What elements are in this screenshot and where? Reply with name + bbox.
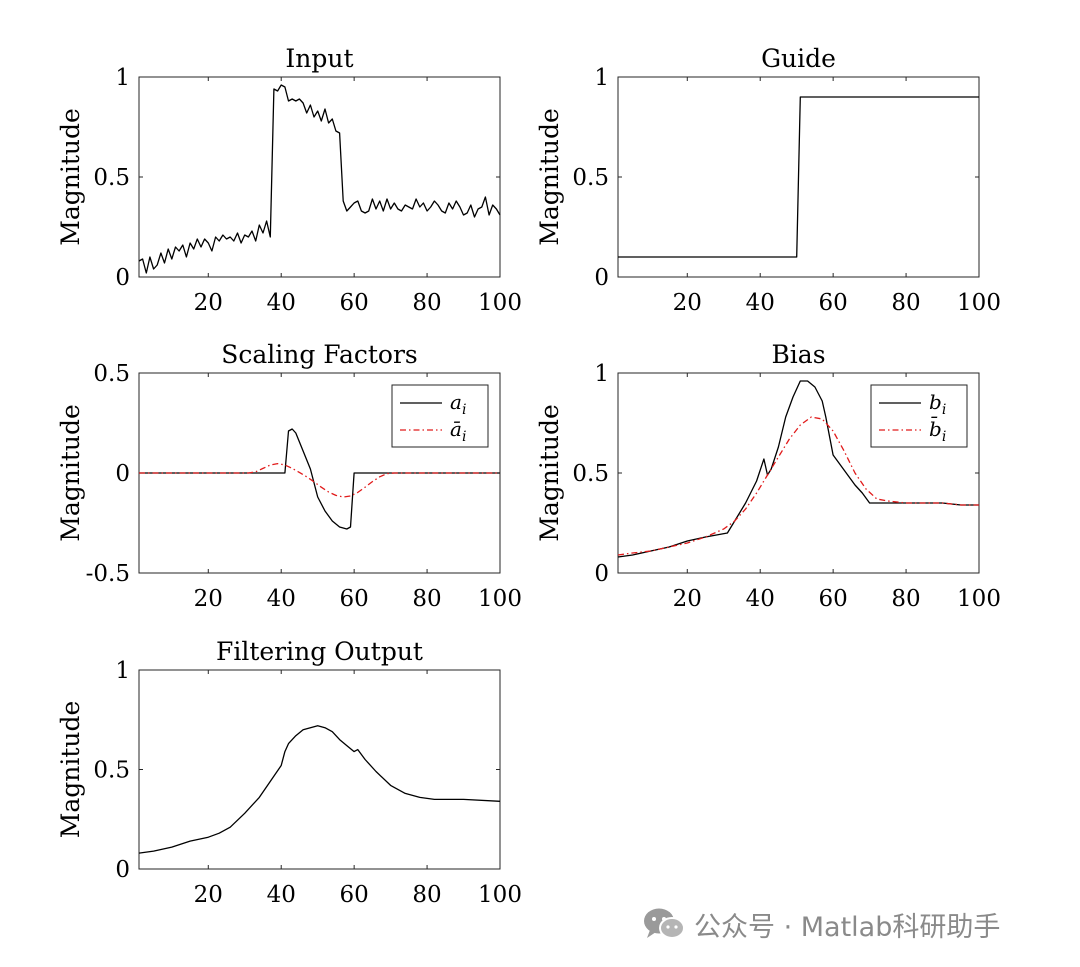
legend: bib̄i — [870, 384, 968, 448]
y-axis-label: Magnitude — [535, 108, 564, 246]
y-axis-label: Magnitude — [56, 108, 85, 246]
x-tick-label: 80 — [412, 290, 441, 316]
chart-title: Guide — [761, 44, 836, 73]
series-line-2 — [617, 416, 979, 556]
x-tick-label: 40 — [267, 586, 296, 612]
y-axis-label: Magnitude — [56, 404, 85, 542]
x-tick-label: 40 — [267, 882, 296, 908]
y-tick-label: 0 — [115, 265, 130, 291]
legend-box — [391, 384, 489, 448]
y-axis-label: Magnitude — [56, 701, 85, 839]
x-tick-label: 60 — [819, 290, 848, 316]
x-tick-label: 80 — [891, 586, 920, 612]
x-tick-label: 100 — [478, 290, 522, 316]
y-tick-label: 0.5 — [93, 165, 130, 191]
x-tick-label: 20 — [194, 586, 223, 612]
series-line-1 — [138, 725, 501, 854]
chart-panel-2: Guide Magnitude 20 40 60 80 100 0 0.5 1 — [535, 44, 1001, 316]
series-line-1 — [618, 96, 979, 258]
x-tick-label: 20 — [673, 586, 702, 612]
x-tick-label: 100 — [957, 290, 1001, 316]
y-tick-label: 0 — [594, 265, 609, 291]
x-tick-label: 20 — [194, 290, 223, 316]
x-tick-label: 100 — [957, 586, 1001, 612]
x-tick-label: 80 — [412, 586, 441, 612]
x-tick-label: 40 — [746, 586, 775, 612]
y-tick-label: 0 — [594, 561, 609, 587]
series-line-1 — [139, 428, 500, 530]
y-tick-label: 0 — [115, 461, 130, 487]
chart-panel-4: Bias Magnitude 20 40 60 80 100 0 0.5 1 bib̄i — [535, 340, 1001, 612]
chart-panel-1: Input Magnitude 20 40 60 80 100 0 0.5 1 — [56, 44, 522, 316]
legend-label-1: ai — [450, 390, 466, 418]
x-tick-label: 40 — [267, 290, 296, 316]
x-tick-label: 80 — [412, 882, 441, 908]
x-tick-label: 60 — [340, 290, 369, 316]
y-tick-label: 0.5 — [93, 758, 130, 784]
chart-title: Filtering Output — [216, 637, 423, 666]
y-tick-label: -0.5 — [86, 561, 130, 587]
y-tick-label: 1 — [115, 65, 130, 91]
legend-label-2: b̄i — [929, 416, 946, 445]
chart-panel-3: Scaling Factors Magnitude 20 40 60 80 100 -0.5 0… — [56, 340, 522, 612]
series-line-1 — [138, 84, 501, 274]
x-tick-label: 20 — [673, 290, 702, 316]
y-tick-label: 0.5 — [93, 361, 130, 387]
series-line-1 — [617, 380, 979, 558]
y-tick-label: 1 — [594, 361, 609, 387]
x-tick-label: 60 — [340, 882, 369, 908]
x-tick-label: 80 — [891, 290, 920, 316]
y-tick-label: 0 — [115, 857, 130, 883]
chart-title: Bias — [771, 340, 825, 369]
legend-label-2: āi — [450, 417, 466, 445]
legend-box — [870, 384, 968, 448]
y-tick-label: 1 — [594, 65, 609, 91]
watermark: 公众号 · Matlab科研助手 — [642, 902, 1000, 946]
wechat-icon — [644, 908, 685, 939]
x-tick-label: 40 — [746, 290, 775, 316]
x-tick-label: 20 — [194, 882, 223, 908]
chart-panel-5: Filtering Output Magnitude 20 40 60 80 100 0 0.5… — [56, 637, 522, 908]
x-tick-label: 100 — [478, 882, 522, 908]
x-tick-label: 60 — [340, 586, 369, 612]
watermark-text: 公众号 · Matlab科研助手 — [694, 911, 1001, 943]
chart-title: Scaling Factors — [221, 340, 418, 369]
y-tick-label: 0.5 — [572, 165, 609, 191]
y-tick-label: 0.5 — [572, 461, 609, 487]
y-tick-label: 1 — [115, 658, 130, 684]
chart-title: Input — [285, 44, 353, 73]
series-line-2 — [139, 462, 500, 498]
x-tick-label: 60 — [819, 586, 848, 612]
y-axis-label: Magnitude — [535, 404, 564, 542]
plot-area — [138, 669, 501, 870]
legend-label-1: bi — [929, 390, 946, 418]
x-tick-label: 100 — [478, 586, 522, 612]
